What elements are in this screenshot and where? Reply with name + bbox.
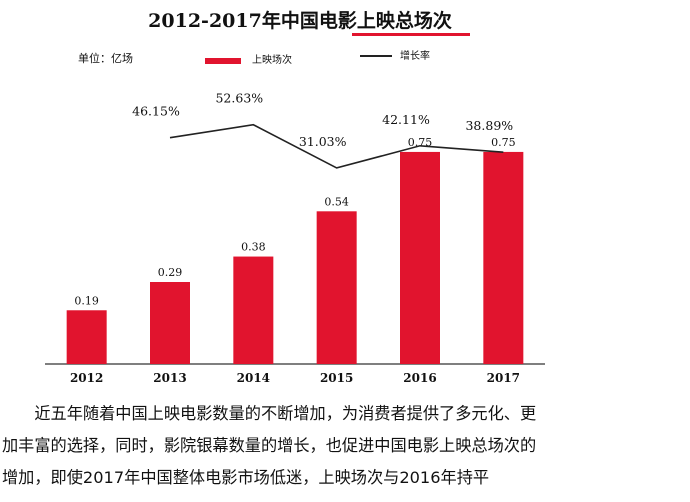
x-tick-2013: 2013: [153, 371, 186, 385]
bar-label-2017: 0.75: [491, 136, 516, 149]
legend-line-swatch: [360, 55, 392, 57]
paragraph-line-1: 近五年随着中国上映电影数量的不断增加，为消费者提供了多元化、更: [2, 404, 537, 423]
title-underline: [352, 33, 470, 36]
unit-label: 单位：亿场: [78, 52, 133, 65]
x-tick-2016: 2016: [403, 371, 436, 385]
growth-label-2016: 42.11%: [382, 112, 430, 127]
bar-2012: [66, 310, 107, 364]
legend-line-label: 增长率: [400, 51, 430, 62]
growth-label-2013: 46.15%: [132, 104, 180, 119]
paragraph-line-2: 加丰富的选择，同时，影院银幕数量的增长，也促进中国电影上映总场次的: [2, 436, 537, 455]
growth-label-2014: 52.63%: [215, 91, 263, 106]
bar-2016: [400, 151, 440, 364]
bar-2014: [233, 256, 274, 364]
growth-label-2017: 38.89%: [465, 118, 513, 133]
growth-label-2015: 31.03%: [299, 134, 347, 149]
bar-label-2015: 0.54: [324, 195, 349, 208]
page-title: 2012-2017年中国电影上映总场次: [148, 10, 452, 32]
bar-2017: [483, 151, 524, 364]
bar-label-2012: 0.19: [74, 294, 99, 307]
bar-line-chart: 0.19 2012 0.29 2013 0.38 2014 0.54 2015 0.75 2016…: [45, 91, 545, 385]
bar-label-2013: 0.29: [158, 266, 183, 279]
legend-bar-swatch: [205, 58, 241, 64]
x-tick-2014: 2014: [237, 371, 270, 385]
x-tick-2017: 2017: [487, 371, 520, 385]
x-tick-2012: 2012: [70, 371, 103, 385]
bar-label-2014: 0.38: [241, 241, 266, 254]
paragraph-line-3: 增加，即使2017年中国整体电影市场低迷，上映场次与2016年持平: [2, 468, 490, 487]
description-paragraph: 近五年随着中国上映电影数量的不断增加，为消费者提供了多元化、更 加丰富的选择，同…: [2, 398, 686, 494]
bar-2015: [316, 211, 357, 364]
legend-bar-label: 上映场次: [252, 55, 292, 66]
x-tick-2015: 2015: [320, 371, 353, 385]
bar-2013: [150, 282, 190, 364]
